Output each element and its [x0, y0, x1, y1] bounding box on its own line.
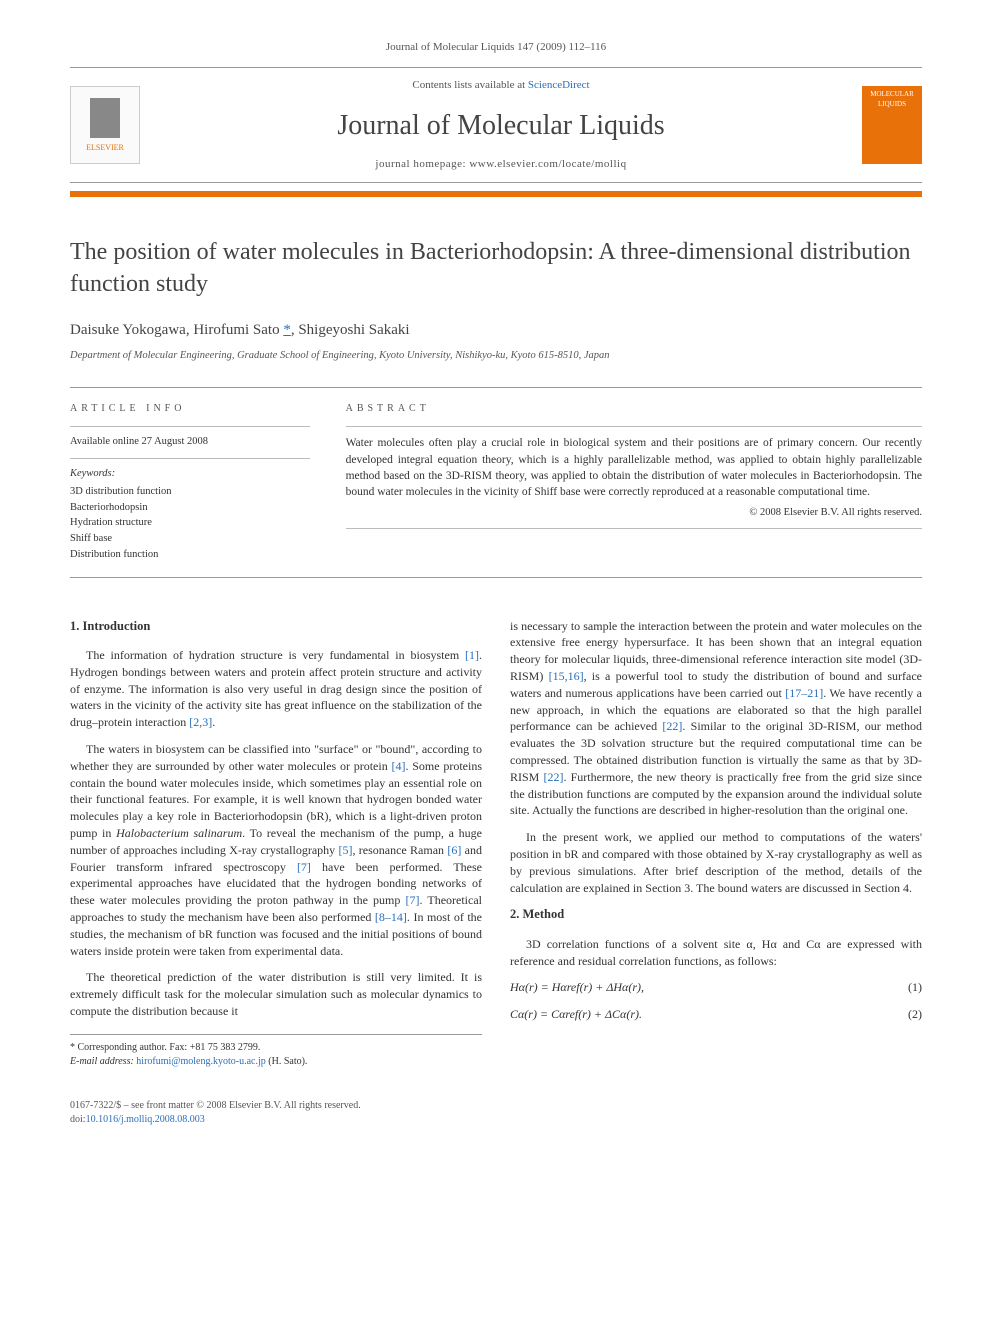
introduction-heading: 1. Introduction [70, 618, 482, 636]
citation-link[interactable]: [5] [338, 843, 352, 857]
header-citation: Journal of Molecular Liquids 147 (2009) … [70, 40, 922, 55]
email-link[interactable]: hirofumi@moleng.kyoto-u.ac.jp [136, 1056, 265, 1067]
paragraph: is necessary to sample the interaction b… [510, 618, 922, 820]
divider [346, 528, 922, 529]
divider [70, 426, 310, 427]
abstract-label: abstract [346, 402, 922, 416]
publisher-logo: ELSEVIER [70, 86, 140, 164]
equation-body: Cα(r) = Cαref(r) + ΔCα(r). [510, 1006, 642, 1023]
abstract: abstract Water molecules often play a cr… [326, 388, 922, 576]
body-columns: 1. Introduction The information of hydra… [70, 618, 922, 1069]
citation-link[interactable]: [2,3] [189, 715, 212, 729]
cover-text-top: MOLECULAR [870, 90, 914, 100]
divider [346, 426, 922, 427]
paragraph: The theoretical prediction of the water … [70, 969, 482, 1019]
paragraph: 3D correlation functions of a solvent si… [510, 936, 922, 970]
equation-body: Hα(r) = Hαref(r) + ΔHα(r), [510, 979, 644, 996]
citation-link[interactable]: [22] [543, 770, 563, 784]
equation-2: Cα(r) = Cαref(r) + ΔCα(r). (2) [510, 1006, 922, 1023]
body-text: . Furthermore, the new theory is practic… [510, 770, 922, 818]
keyword: 3D distribution function [70, 484, 310, 500]
email-label: E-mail address: [70, 1056, 136, 1067]
journal-cover-icon: MOLECULAR LIQUIDS [862, 86, 922, 164]
paragraph: In the present work, we applied our meth… [510, 829, 922, 896]
paragraph: The waters in biosystem can be classifie… [70, 741, 482, 959]
elsevier-tree-icon [90, 98, 120, 138]
keyword: Shiff base [70, 531, 310, 547]
homepage-label: journal homepage: [375, 158, 469, 170]
citation-link[interactable]: [15,16] [549, 669, 584, 683]
footnotes: * Corresponding author. Fax: +81 75 383 … [70, 1034, 482, 1069]
equation-number: (1) [908, 979, 922, 996]
banner-center: Contents lists available at ScienceDirec… [140, 78, 862, 172]
abstract-copyright: © 2008 Elsevier B.V. All rights reserved… [346, 506, 922, 521]
sciencedirect-link[interactable]: ScienceDirect [528, 79, 590, 91]
citation-link[interactable]: [1] [465, 648, 479, 662]
keywords-label: Keywords: [70, 467, 310, 482]
keyword: Bacteriorhodopsin [70, 500, 310, 516]
footer-meta: 0167-7322/$ – see front matter © 2008 El… [70, 1099, 922, 1127]
publisher-logo-text: ELSEVIER [86, 142, 124, 153]
species-name: Halobacterium salinarum [116, 826, 242, 840]
journal-name: Journal of Molecular Liquids [140, 106, 862, 145]
article-info: article info Available online 27 August … [70, 388, 326, 576]
journal-banner: ELSEVIER Contents lists available at Sci… [70, 67, 922, 183]
email-line: E-mail address: hirofumi@moleng.kyoto-u.… [70, 1055, 482, 1069]
citation-link[interactable]: [4] [391, 759, 405, 773]
citation-link[interactable]: [7] [406, 893, 420, 907]
email-tail: (H. Sato). [266, 1056, 308, 1067]
affiliation: Department of Molecular Engineering, Gra… [70, 349, 922, 364]
equation-1: Hα(r) = Hαref(r) + ΔHα(r), (1) [510, 979, 922, 996]
right-column: is necessary to sample the interaction b… [510, 618, 922, 1069]
corresponding-author-note: * Corresponding author. Fax: +81 75 383 … [70, 1041, 482, 1055]
contents-line: Contents lists available at ScienceDirec… [140, 78, 862, 93]
citation-link[interactable]: [7] [297, 860, 311, 874]
homepage-url: www.elsevier.com/locate/molliq [469, 158, 626, 170]
author-list: Daisuke Yokogawa, Hirofumi Sato *, Shige… [70, 320, 922, 341]
abstract-text: Water molecules often play a crucial rol… [346, 435, 922, 499]
citation-link[interactable]: [6] [447, 843, 461, 857]
available-online: Available online 27 August 2008 [70, 435, 310, 450]
body-text: . [212, 715, 215, 729]
doi-line: doi:10.1016/j.molliq.2008.08.003 [70, 1113, 922, 1127]
divider [70, 458, 310, 459]
cover-text-bottom: LIQUIDS [878, 100, 906, 110]
citation-link[interactable]: [17–21] [785, 686, 823, 700]
accent-bar [70, 191, 922, 197]
doi-label: doi: [70, 1114, 86, 1125]
article-title: The position of water molecules in Bacte… [70, 237, 922, 299]
article-info-label: article info [70, 402, 310, 416]
corresponding-author-marker[interactable]: * [283, 322, 291, 338]
authors-leading: Daisuke Yokogawa, Hirofumi Sato [70, 322, 283, 338]
issn-line: 0167-7322/$ – see front matter © 2008 El… [70, 1099, 922, 1113]
citation-link[interactable]: [8–14] [375, 910, 407, 924]
authors-trailing: , Shigeyoshi Sakaki [291, 322, 410, 338]
body-text: The information of hydration structure i… [86, 648, 465, 662]
homepage-line: journal homepage: www.elsevier.com/locat… [140, 157, 862, 172]
keyword: Hydration structure [70, 515, 310, 531]
equation-number: (2) [908, 1006, 922, 1023]
contents-text: Contents lists available at [412, 79, 527, 91]
info-abstract-row: article info Available online 27 August … [70, 387, 922, 577]
doi-link[interactable]: 10.1016/j.molliq.2008.08.003 [86, 1114, 205, 1125]
paragraph: The information of hydration structure i… [70, 647, 482, 731]
left-column: 1. Introduction The information of hydra… [70, 618, 482, 1069]
citation-link[interactable]: [22] [662, 719, 682, 733]
keyword: Distribution function [70, 547, 310, 563]
method-heading: 2. Method [510, 906, 922, 924]
body-text: , resonance Raman [352, 843, 447, 857]
